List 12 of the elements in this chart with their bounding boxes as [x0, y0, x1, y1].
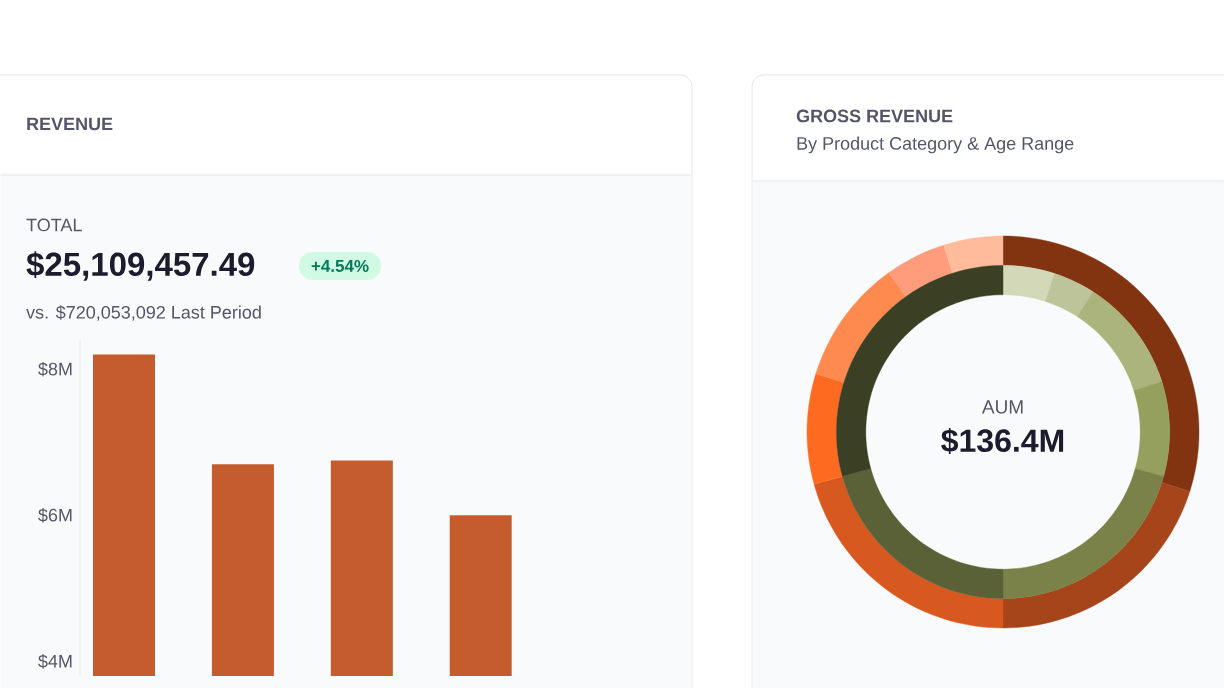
chart-subtitle: By Product Category & Age Range [797, 136, 1074, 154]
text: +4.54% [311, 259, 369, 272]
text: vs. $720,053,092 Last Period [26, 305, 261, 321]
y-tick-label: $6M [38, 508, 72, 523]
y-tick-label: $8M [38, 361, 72, 377]
text: $136.4M [941, 427, 1064, 455]
y-tick-label: $4M [38, 654, 72, 669]
text: TOTAL [26, 218, 82, 232]
text: $25,109,457.49 [26, 251, 255, 281]
text: AUM [981, 400, 1023, 414]
chart-title: REVENUE [27, 117, 113, 131]
chart-title: GROSS REVENUE [796, 109, 953, 123]
